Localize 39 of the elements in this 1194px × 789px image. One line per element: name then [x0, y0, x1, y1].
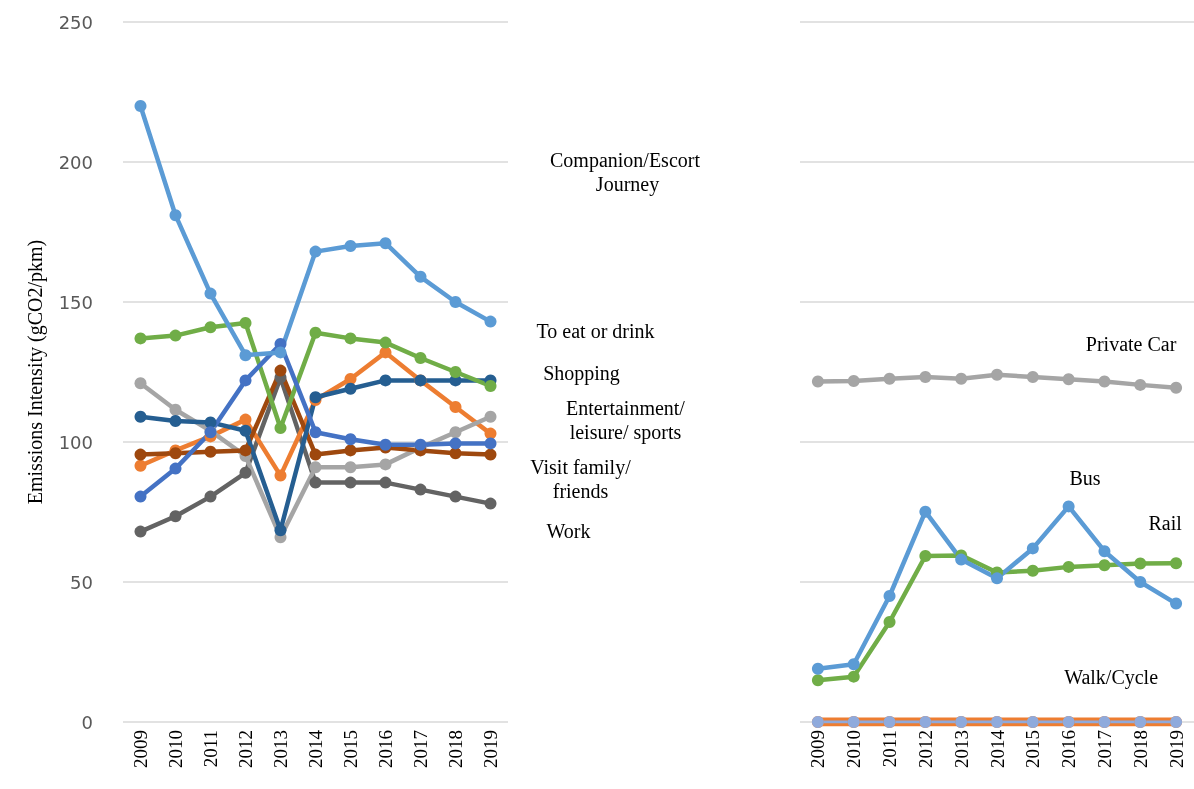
x-tick-label: 2017 [410, 730, 431, 768]
y-tick-label: 200 [58, 151, 93, 173]
y-tick-label: 50 [70, 571, 93, 593]
y-tick-label: 0 [81, 711, 93, 733]
x-tick-label: 2016 [375, 730, 396, 768]
x-tick-label: 2017 [1093, 730, 1115, 768]
x-tick-label: 2015 [1022, 730, 1044, 768]
text: Entertainment/leisure/ sports [566, 396, 686, 444]
y-axis-title: Emissions Intensity (gCO2/pkm) [24, 239, 47, 505]
x-tick-label: 2014 [986, 729, 1008, 768]
x-tick-label: 2009 [807, 730, 829, 768]
y-tick-label: 150 [58, 291, 93, 313]
x-tick-label: 2018 [1129, 730, 1151, 768]
x-tick-label: 2009 [130, 730, 151, 768]
text: Companion/Escort Journey [550, 148, 705, 196]
x-tick-label: 2012 [914, 730, 936, 768]
x-tick-label: 2012 [235, 730, 256, 768]
series-label: Rail [1148, 512, 1183, 535]
series-label: Walk/Cycle [1064, 666, 1159, 689]
series-label: Bus [1069, 466, 1101, 489]
series-label: Visit family/friends [530, 455, 632, 502]
text: To eat or drink [536, 320, 655, 343]
x-tick-label: 2018 [445, 730, 466, 768]
x-tick-label: 2015 [340, 730, 361, 768]
y-tick-label: 250 [58, 11, 93, 33]
x-tick-label: 2010 [165, 730, 186, 768]
x-tick-label: 2019 [1165, 730, 1187, 768]
x-tick-label: 2014 [305, 729, 326, 768]
text: Work [546, 519, 591, 542]
x-tick-label: 2010 [843, 730, 865, 768]
x-tick-label: 2019 [480, 730, 501, 768]
x-tick-label: 2013 [950, 730, 972, 768]
x-tick-label: 2016 [1058, 730, 1080, 768]
x-tick-label: 2011 [200, 730, 221, 768]
x-tick-label: 2013 [270, 730, 291, 768]
series-label: Private Car [1085, 332, 1177, 355]
text: Shopping [543, 362, 620, 385]
y-tick-label: 100 [58, 431, 93, 453]
x-tick-label: 2011 [879, 730, 901, 768]
